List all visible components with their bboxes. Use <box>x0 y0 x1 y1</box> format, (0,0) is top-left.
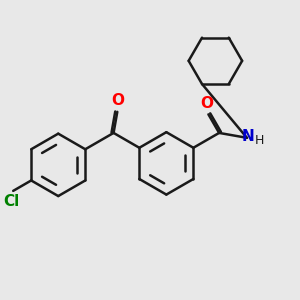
Text: O: O <box>111 93 124 108</box>
Text: Cl: Cl <box>4 194 20 209</box>
Text: O: O <box>200 96 213 111</box>
Text: N: N <box>242 129 255 144</box>
Text: H: H <box>255 134 264 147</box>
